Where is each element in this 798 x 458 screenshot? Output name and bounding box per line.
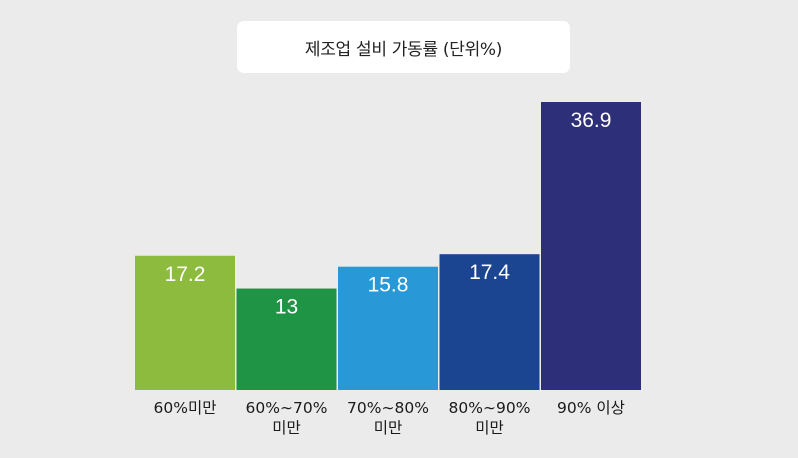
value-label-1: 17.2 — [165, 263, 206, 286]
category-label-2-line-2: 미만 — [272, 419, 301, 437]
bar-3 — [338, 266, 438, 390]
bar-1 — [135, 255, 235, 390]
bar-2 — [236, 288, 337, 390]
value-label-3: 15.8 — [368, 274, 409, 297]
category-label-1: 60%미만 — [154, 399, 217, 417]
bar-4 — [439, 254, 540, 390]
value-label-2: 13 — [275, 296, 298, 319]
category-label-3-line-1: 70%∼80% — [347, 399, 429, 417]
category-label-3-line-2: 미만 — [374, 419, 403, 437]
category-label-5: 90% 이상 — [557, 399, 625, 417]
bar-5 — [541, 102, 641, 390]
chart-title: 제조업 설비 가동률 (단위%) — [237, 21, 570, 73]
value-label-4: 17.4 — [469, 261, 510, 284]
value-label-5: 36.9 — [571, 109, 612, 132]
category-label-4-line-2: 미만 — [475, 419, 504, 437]
category-label-4-line-1: 80%∼90% — [449, 399, 531, 417]
category-label-2-line-1: 60%∼70% — [246, 399, 328, 417]
